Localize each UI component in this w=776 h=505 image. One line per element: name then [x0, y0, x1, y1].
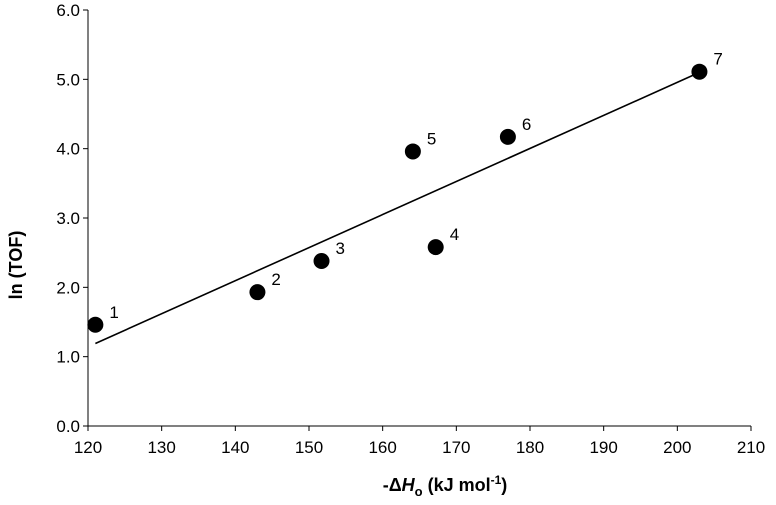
x-tick-label: 210: [737, 438, 765, 457]
data-point-label: 5: [427, 129, 436, 148]
x-axis-title: -ΔHo (kJ mol-1): [383, 473, 508, 499]
x-tick-label: 120: [74, 438, 102, 457]
trendline: [95, 71, 700, 345]
data-point-label: 4: [450, 225, 459, 244]
y-tick-label: 0.0: [56, 417, 80, 436]
trendline-group: [95, 71, 700, 345]
data-point-label: 1: [109, 303, 118, 322]
x-tick-label: 180: [516, 438, 544, 457]
data-point-label: 6: [522, 115, 531, 134]
y-tick-label: 2.0: [56, 278, 80, 297]
y-tick-label: 4.0: [56, 140, 80, 159]
x-title-superscript: -1: [491, 473, 502, 487]
x-tick-label: 150: [295, 438, 323, 457]
y-tick-label: 5.0: [56, 70, 80, 89]
y-tick-label: 6.0: [56, 1, 80, 20]
data-point: [691, 63, 708, 80]
x-tick-label: 160: [368, 438, 396, 457]
x-tick-label: 190: [589, 438, 617, 457]
x-title-prefix: -Δ: [383, 475, 402, 495]
x-title-close: ): [501, 475, 507, 495]
x-title-unit: (kJ mol: [423, 475, 491, 495]
x-title-subscript: o: [415, 484, 423, 499]
y-tick-label: 1.0: [56, 348, 80, 367]
axis-titles-group: ln (TOF) -ΔHo (kJ mol-1): [6, 231, 507, 499]
y-tick-label: 3.0: [56, 209, 80, 228]
data-point: [404, 143, 421, 160]
data-point: [427, 239, 444, 256]
data-points-group: 1 2 3 4 5 6 7: [87, 50, 723, 333]
y-axis-title: ln (TOF): [6, 231, 26, 300]
data-point: [249, 284, 266, 301]
data-point: [87, 316, 104, 333]
x-tick-label: 170: [442, 438, 470, 457]
data-point: [313, 252, 330, 269]
x-title-italic: H: [402, 475, 416, 495]
data-point-label: 3: [336, 239, 345, 258]
axes-group: 0.0 1.0 2.0 3.0 4.0 5.0 6.0 120 130 140 150 160 170 1…: [56, 1, 765, 457]
x-tick-label: 200: [663, 438, 691, 457]
data-point-label: 2: [271, 270, 280, 289]
x-tick-label: 130: [147, 438, 175, 457]
data-point-label: 7: [713, 50, 722, 69]
data-point: [499, 128, 516, 145]
x-tick-label: 140: [221, 438, 249, 457]
